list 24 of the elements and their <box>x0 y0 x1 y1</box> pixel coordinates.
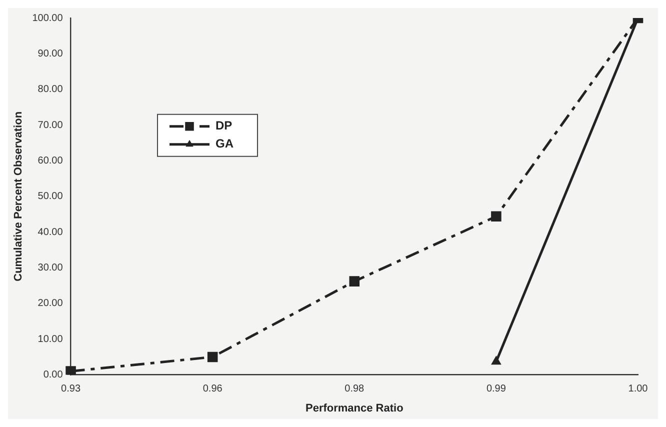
y-tick-label: 90.00 <box>38 48 64 60</box>
legend-label: DP <box>216 118 232 133</box>
x-tick-label: 0.93 <box>61 384 81 395</box>
y-tick-label: 10.00 <box>38 334 64 345</box>
y-tick-label: 60.00 <box>38 155 64 166</box>
point <box>491 211 502 222</box>
y-tick-label: 70.00 <box>38 120 64 131</box>
legend-label: GA <box>216 136 234 151</box>
point <box>66 366 76 375</box>
x-axis-title: Performance Ratio <box>305 402 404 414</box>
point <box>349 276 360 286</box>
y-tick-label: 0.00 <box>43 370 64 381</box>
y-tick-label: 80.00 <box>38 84 64 96</box>
x-tick-label: 1.00 <box>628 384 648 395</box>
y-axis-title: Cumulative Percent Observation <box>12 111 25 282</box>
y-tick-label: 20.00 <box>38 298 64 310</box>
x-tick-label: 0.96 <box>202 384 223 395</box>
y-tick-label: 100.00 <box>32 12 64 24</box>
y-tick-label: 40.00 <box>38 226 64 238</box>
point <box>207 352 218 362</box>
y-tick-label: 30.00 <box>38 262 64 274</box>
x-tick-label: 0.99 <box>486 384 506 395</box>
x-tick-label: 0.98 <box>344 384 365 395</box>
y-tick-label: 50.00 <box>38 191 64 202</box>
